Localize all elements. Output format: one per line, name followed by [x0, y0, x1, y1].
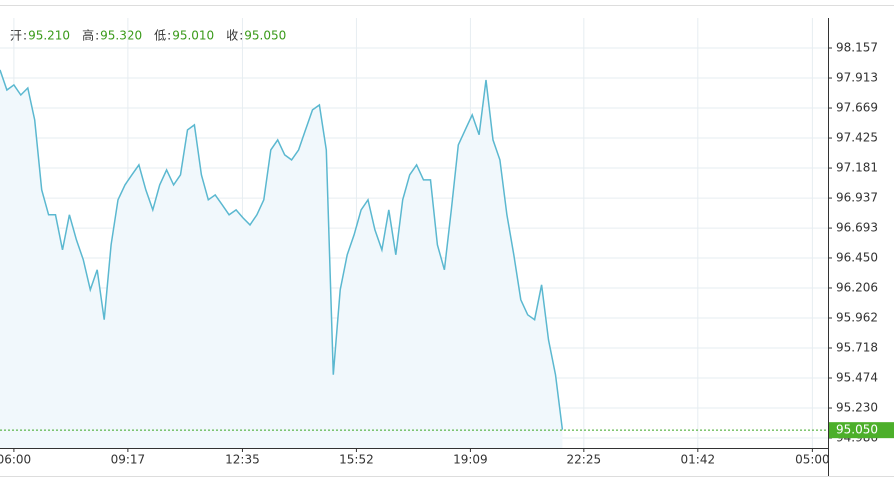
x-tick-label: 22:25: [567, 453, 602, 467]
y-tick-label: 95.230: [836, 401, 878, 415]
stat-value: 95.010: [172, 29, 214, 43]
y-tick-label: 96.450: [836, 250, 878, 264]
y-tick-label: 97.913: [836, 71, 878, 85]
stat-label: 收: [226, 29, 238, 43]
stat-colon: :: [95, 29, 99, 43]
last-price-label: 95.050: [836, 423, 878, 437]
y-tick-label: 95.962: [836, 310, 878, 324]
y-tick-label: 97.425: [836, 131, 878, 145]
stat-colon: :: [167, 29, 171, 43]
y-tick-label: 98.157: [836, 41, 878, 55]
y-tick-label: 96.206: [836, 280, 878, 294]
stat-colon: :: [239, 29, 243, 43]
y-tick-label: 95.474: [836, 371, 878, 385]
y-tick-label: 96.693: [836, 221, 878, 235]
x-tick-label: 15:52: [339, 453, 374, 467]
x-tick-label: 01:42: [681, 453, 716, 467]
header: 开:95.210 高:95.320 低:95.010 收:95.050: [10, 28, 286, 43]
last-price-box: [829, 422, 894, 439]
line: [0, 69, 564, 430]
stat-colon: :: [23, 29, 27, 43]
y-tick-label: 97.669: [836, 101, 878, 115]
y-tick-label: 95.718: [836, 341, 878, 355]
x-tick-label: 09:17: [111, 453, 146, 467]
x-tick-label: 19:09: [453, 453, 488, 467]
x-tick-label: 12:35: [225, 453, 260, 467]
stat-value: 95.050: [244, 29, 286, 43]
stat-value: 95.210: [28, 29, 70, 43]
y-tick-label: 97.181: [836, 161, 878, 175]
stat-value: 95.320: [100, 29, 142, 43]
y-tick-label: 96.937: [836, 191, 878, 205]
x-tick-label: 05:00: [795, 453, 830, 467]
stat-label: 开: [10, 29, 22, 43]
area: [0, 69, 563, 449]
x-tick-label: 06:00: [0, 453, 31, 467]
stat-label: 低: [154, 29, 166, 43]
stat-label: 高: [82, 28, 94, 43]
